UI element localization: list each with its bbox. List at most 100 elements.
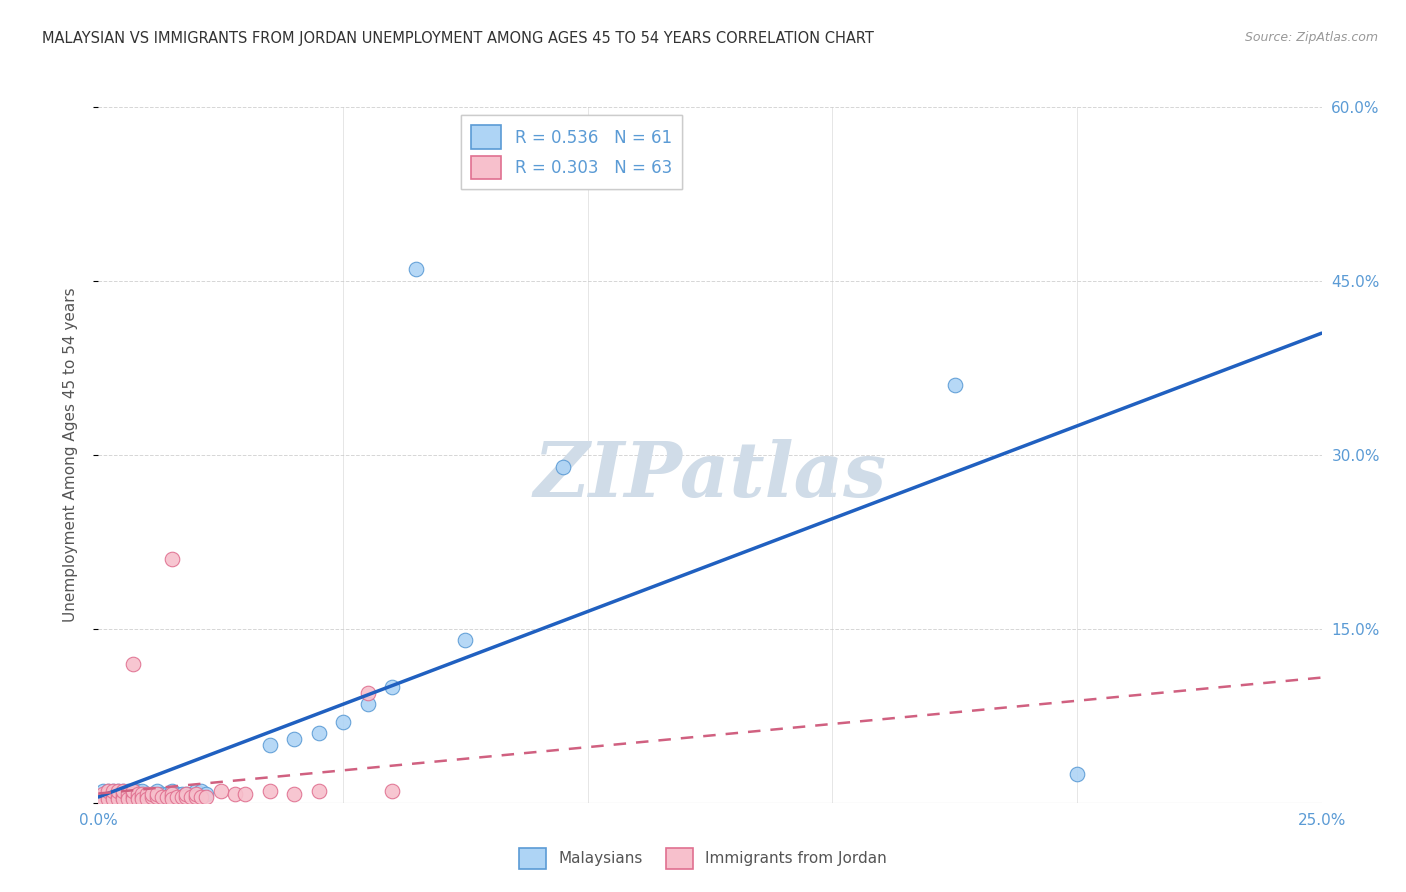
Point	[224, 787, 246, 801]
Point	[136, 790, 159, 805]
Point	[381, 680, 404, 694]
Point	[107, 784, 129, 798]
Point	[101, 787, 124, 801]
Point	[180, 790, 202, 805]
Point	[101, 787, 124, 801]
Point	[117, 790, 139, 805]
Point	[146, 790, 169, 805]
Legend: R = 0.536   N = 61, R = 0.303   N = 63: R = 0.536 N = 61, R = 0.303 N = 63	[461, 115, 682, 189]
Point	[111, 784, 134, 798]
Point	[127, 790, 149, 805]
Point	[117, 790, 139, 805]
Point	[156, 790, 179, 805]
Point	[146, 790, 169, 805]
Point	[156, 787, 179, 801]
Point	[117, 792, 139, 806]
Point	[131, 787, 153, 801]
Legend: Malaysians, Immigrants from Jordan: Malaysians, Immigrants from Jordan	[513, 841, 893, 875]
Point	[356, 698, 378, 712]
Point	[91, 790, 114, 805]
Point	[121, 784, 143, 798]
Point	[127, 792, 149, 806]
Text: ZIPatlas: ZIPatlas	[533, 439, 887, 513]
Point	[121, 784, 143, 798]
Point	[97, 784, 120, 798]
Point	[190, 784, 212, 798]
Point	[283, 787, 305, 801]
Point	[91, 784, 114, 798]
Point	[136, 787, 159, 801]
Point	[97, 792, 120, 806]
Point	[107, 792, 129, 806]
Point	[160, 790, 183, 805]
Point	[101, 784, 124, 798]
Point	[146, 787, 169, 801]
Point	[136, 787, 159, 801]
Point	[117, 787, 139, 801]
Point	[1066, 766, 1088, 781]
Point	[186, 784, 208, 798]
Point	[97, 790, 120, 805]
Point	[127, 790, 149, 805]
Point	[166, 787, 188, 801]
Point	[160, 790, 183, 805]
Point	[166, 790, 188, 805]
Text: Source: ZipAtlas.com: Source: ZipAtlas.com	[1244, 31, 1378, 45]
Point	[107, 792, 129, 806]
Point	[141, 790, 163, 805]
Point	[943, 378, 966, 392]
Point	[195, 790, 218, 805]
Point	[160, 552, 183, 566]
Point	[150, 787, 173, 801]
Point	[111, 787, 134, 801]
Point	[97, 784, 120, 798]
Point	[160, 792, 183, 806]
Point	[97, 787, 120, 801]
Point	[91, 787, 114, 801]
Point	[91, 792, 114, 806]
Point	[176, 790, 198, 805]
Point	[332, 714, 354, 729]
Point	[136, 790, 159, 805]
Point	[121, 792, 143, 806]
Point	[195, 787, 218, 801]
Point	[107, 784, 129, 798]
Point	[97, 790, 120, 805]
Point	[233, 787, 256, 801]
Point	[180, 787, 202, 801]
Point	[127, 787, 149, 801]
Point	[117, 792, 139, 806]
Point	[111, 787, 134, 801]
Point	[101, 790, 124, 805]
Point	[141, 790, 163, 805]
Point	[121, 790, 143, 805]
Point	[160, 787, 183, 801]
Point	[111, 792, 134, 806]
Point	[121, 790, 143, 805]
Point	[170, 790, 193, 805]
Point	[107, 790, 129, 805]
Point	[101, 792, 124, 806]
Point	[101, 790, 124, 805]
Point	[97, 792, 120, 806]
Point	[121, 657, 143, 671]
Point	[97, 787, 120, 801]
Point	[131, 792, 153, 806]
Point	[136, 792, 159, 806]
Point	[259, 784, 281, 798]
Point	[127, 787, 149, 801]
Point	[283, 731, 305, 746]
Point	[190, 790, 212, 805]
Point	[141, 787, 163, 801]
Point	[186, 787, 208, 801]
Point	[107, 790, 129, 805]
Point	[405, 262, 427, 277]
Point	[121, 787, 143, 801]
Point	[131, 787, 153, 801]
Point	[170, 787, 193, 801]
Point	[111, 790, 134, 805]
Point	[131, 790, 153, 805]
Point	[121, 787, 143, 801]
Point	[111, 784, 134, 798]
Point	[176, 787, 198, 801]
